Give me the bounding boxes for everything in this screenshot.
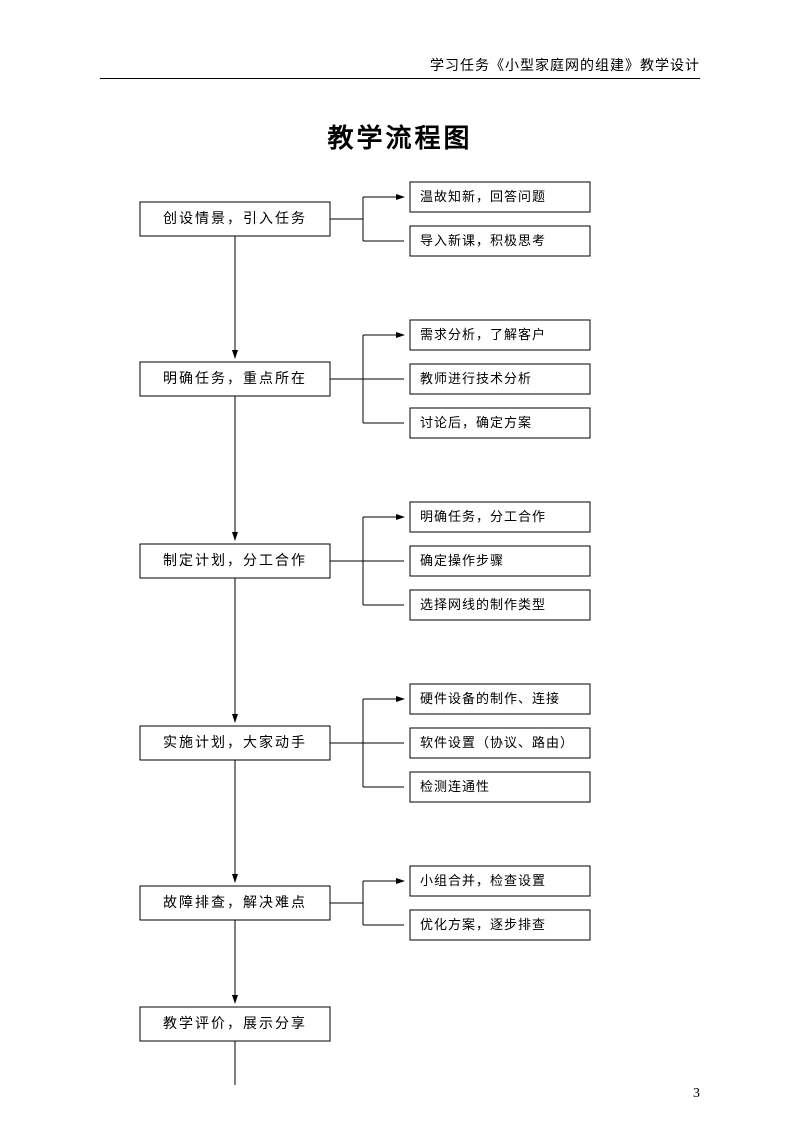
sub-node-label-n2-2: 讨论后，确定方案 bbox=[420, 415, 532, 430]
sub-node-label-n1-0: 温故知新，回答问题 bbox=[420, 189, 546, 204]
header-rule bbox=[100, 78, 700, 79]
main-node-label-n5: 故障排查，解决难点 bbox=[163, 895, 307, 911]
sub-node-label-n4-0: 硬件设备的制作、连接 bbox=[420, 691, 560, 706]
sub-node-label-n3-2: 选择网线的制作类型 bbox=[420, 597, 546, 612]
sub-node-label-n1-1: 导入新课，积极思考 bbox=[420, 233, 546, 248]
header-text: 学习任务《小型家庭网的组建》教学设计 bbox=[430, 55, 700, 75]
main-node-label-n2: 明确任务，重点所在 bbox=[163, 371, 307, 387]
page-number: 3 bbox=[693, 1086, 700, 1102]
sub-node-label-n4-2: 检测连通性 bbox=[420, 779, 490, 794]
main-node-label-n4: 实施计划，大家动手 bbox=[163, 734, 307, 751]
sub-node-label-n2-0: 需求分析，了解客户 bbox=[420, 327, 546, 342]
sub-node-label-n5-0: 小组合并，检查设置 bbox=[420, 873, 546, 888]
flowchart-canvas: 创设情景，引入任务 温故知新，回答问题导入新课，积极思考明确任务，重点所在 需求分析… bbox=[100, 165, 700, 1085]
main-node-label-n1: 创设情景，引入任务 bbox=[163, 211, 307, 227]
main-node-label-n3: 制定计划，分工合作 bbox=[163, 553, 307, 569]
sub-node-label-n3-1: 确定操作步骤 bbox=[420, 553, 504, 568]
sub-node-label-n5-1: 优化方案，逐步排查 bbox=[420, 917, 546, 932]
sub-node-label-n2-1: 教师进行技术分析 bbox=[420, 371, 532, 386]
sub-node-label-n4-1: 软件设置（协议、路由） bbox=[420, 735, 574, 750]
page-title: 教学流程图 bbox=[0, 118, 800, 155]
sub-node-label-n3-0: 明确任务，分工合作 bbox=[420, 509, 546, 524]
main-node-label-n6: 教学评价，展示分享 bbox=[163, 1015, 307, 1032]
